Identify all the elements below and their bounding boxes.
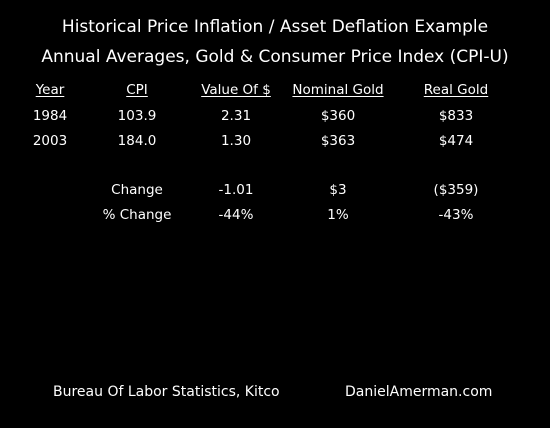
header-nominal-gold: Nominal Gold: [292, 82, 384, 98]
summary-label-percent-change: % Change: [102, 207, 172, 223]
table-cell: $363: [320, 133, 356, 149]
table-cell: 1%: [327, 207, 349, 223]
source-credit: Bureau Of Labor Statistics, Kitco: [53, 384, 280, 400]
summary-label-change: Change: [111, 182, 163, 198]
table-cell: -44%: [218, 207, 254, 223]
table-cell: $833: [438, 108, 474, 124]
page-title: Historical Price Inflation / Asset Defla…: [61, 17, 489, 37]
table-cell: -43%: [438, 207, 474, 223]
table-cell: 1984: [32, 108, 68, 124]
header-year: Year: [35, 82, 65, 98]
header-value-of-dollar: Value Of $: [201, 82, 271, 98]
table-cell: $3: [329, 182, 347, 198]
table-cell: $360: [320, 108, 356, 124]
header-real-gold: Real Gold: [423, 82, 489, 98]
table-cell: 1.30: [220, 133, 252, 149]
table-cell: 2.31: [220, 108, 252, 124]
table-cell: $474: [438, 133, 474, 149]
table-cell: ($359): [433, 182, 479, 198]
table-cell: 184.0: [117, 133, 157, 149]
site-credit: DanielAmerman.com: [345, 384, 493, 400]
table-cell: 103.9: [117, 108, 157, 124]
header-cpi: CPI: [126, 82, 148, 98]
page-subtitle: Annual Averages, Gold & Consumer Price I…: [41, 47, 509, 67]
table-cell: -1.01: [218, 182, 254, 198]
table-cell: 2003: [32, 133, 68, 149]
